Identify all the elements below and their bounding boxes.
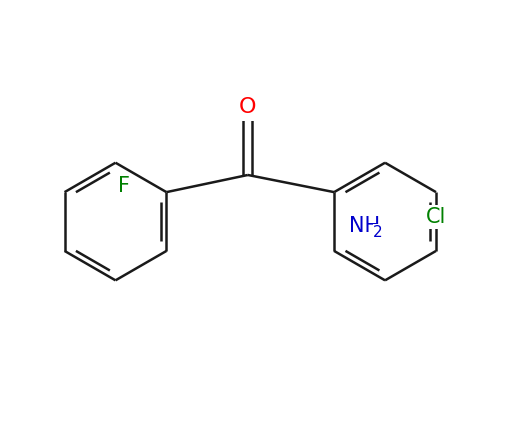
Text: NH: NH xyxy=(349,216,380,236)
Text: F: F xyxy=(118,175,130,196)
Text: Cl: Cl xyxy=(426,207,446,227)
Text: 2: 2 xyxy=(373,224,383,240)
Text: O: O xyxy=(239,97,257,117)
